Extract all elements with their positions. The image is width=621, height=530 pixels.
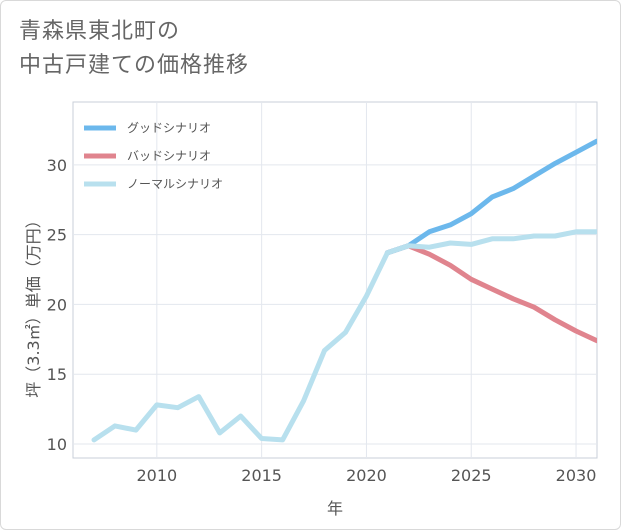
y-tick-label: 20 xyxy=(47,295,67,314)
x-tick-label: 2025 xyxy=(451,466,492,485)
chart-title-line-2: 中古戸建ての価格推移 xyxy=(19,53,250,78)
chart-title-line-1: 青森県東北町の xyxy=(19,19,181,44)
legend-label: ノーマルシナリオ xyxy=(127,177,223,191)
x-tick-label: 2010 xyxy=(136,466,177,485)
plot-area xyxy=(72,101,598,459)
series-layer xyxy=(91,138,597,443)
x-tick-label: 2020 xyxy=(346,466,387,485)
x-axis-title: 年 xyxy=(327,499,343,518)
y-tick-label: 10 xyxy=(47,435,67,454)
series-line-1 xyxy=(384,243,597,344)
y-tick-label: 30 xyxy=(47,156,67,175)
series-line-0 xyxy=(384,138,597,256)
legend-label: グッドシナリオ xyxy=(127,121,211,135)
x-tick-label: 2015 xyxy=(241,466,282,485)
legend-label: バッドシナリオ xyxy=(127,149,211,163)
series-line-2 xyxy=(91,229,597,443)
x-tick-label: 2030 xyxy=(556,466,597,485)
y-tick-label: 25 xyxy=(47,226,67,245)
y-axis-title: 坪（3.3㎡）単価（万円） xyxy=(24,212,43,397)
chart-title: 青森県東北町の 中古戸建ての価格推移 xyxy=(19,15,249,83)
y-tick-label: 15 xyxy=(47,365,67,384)
